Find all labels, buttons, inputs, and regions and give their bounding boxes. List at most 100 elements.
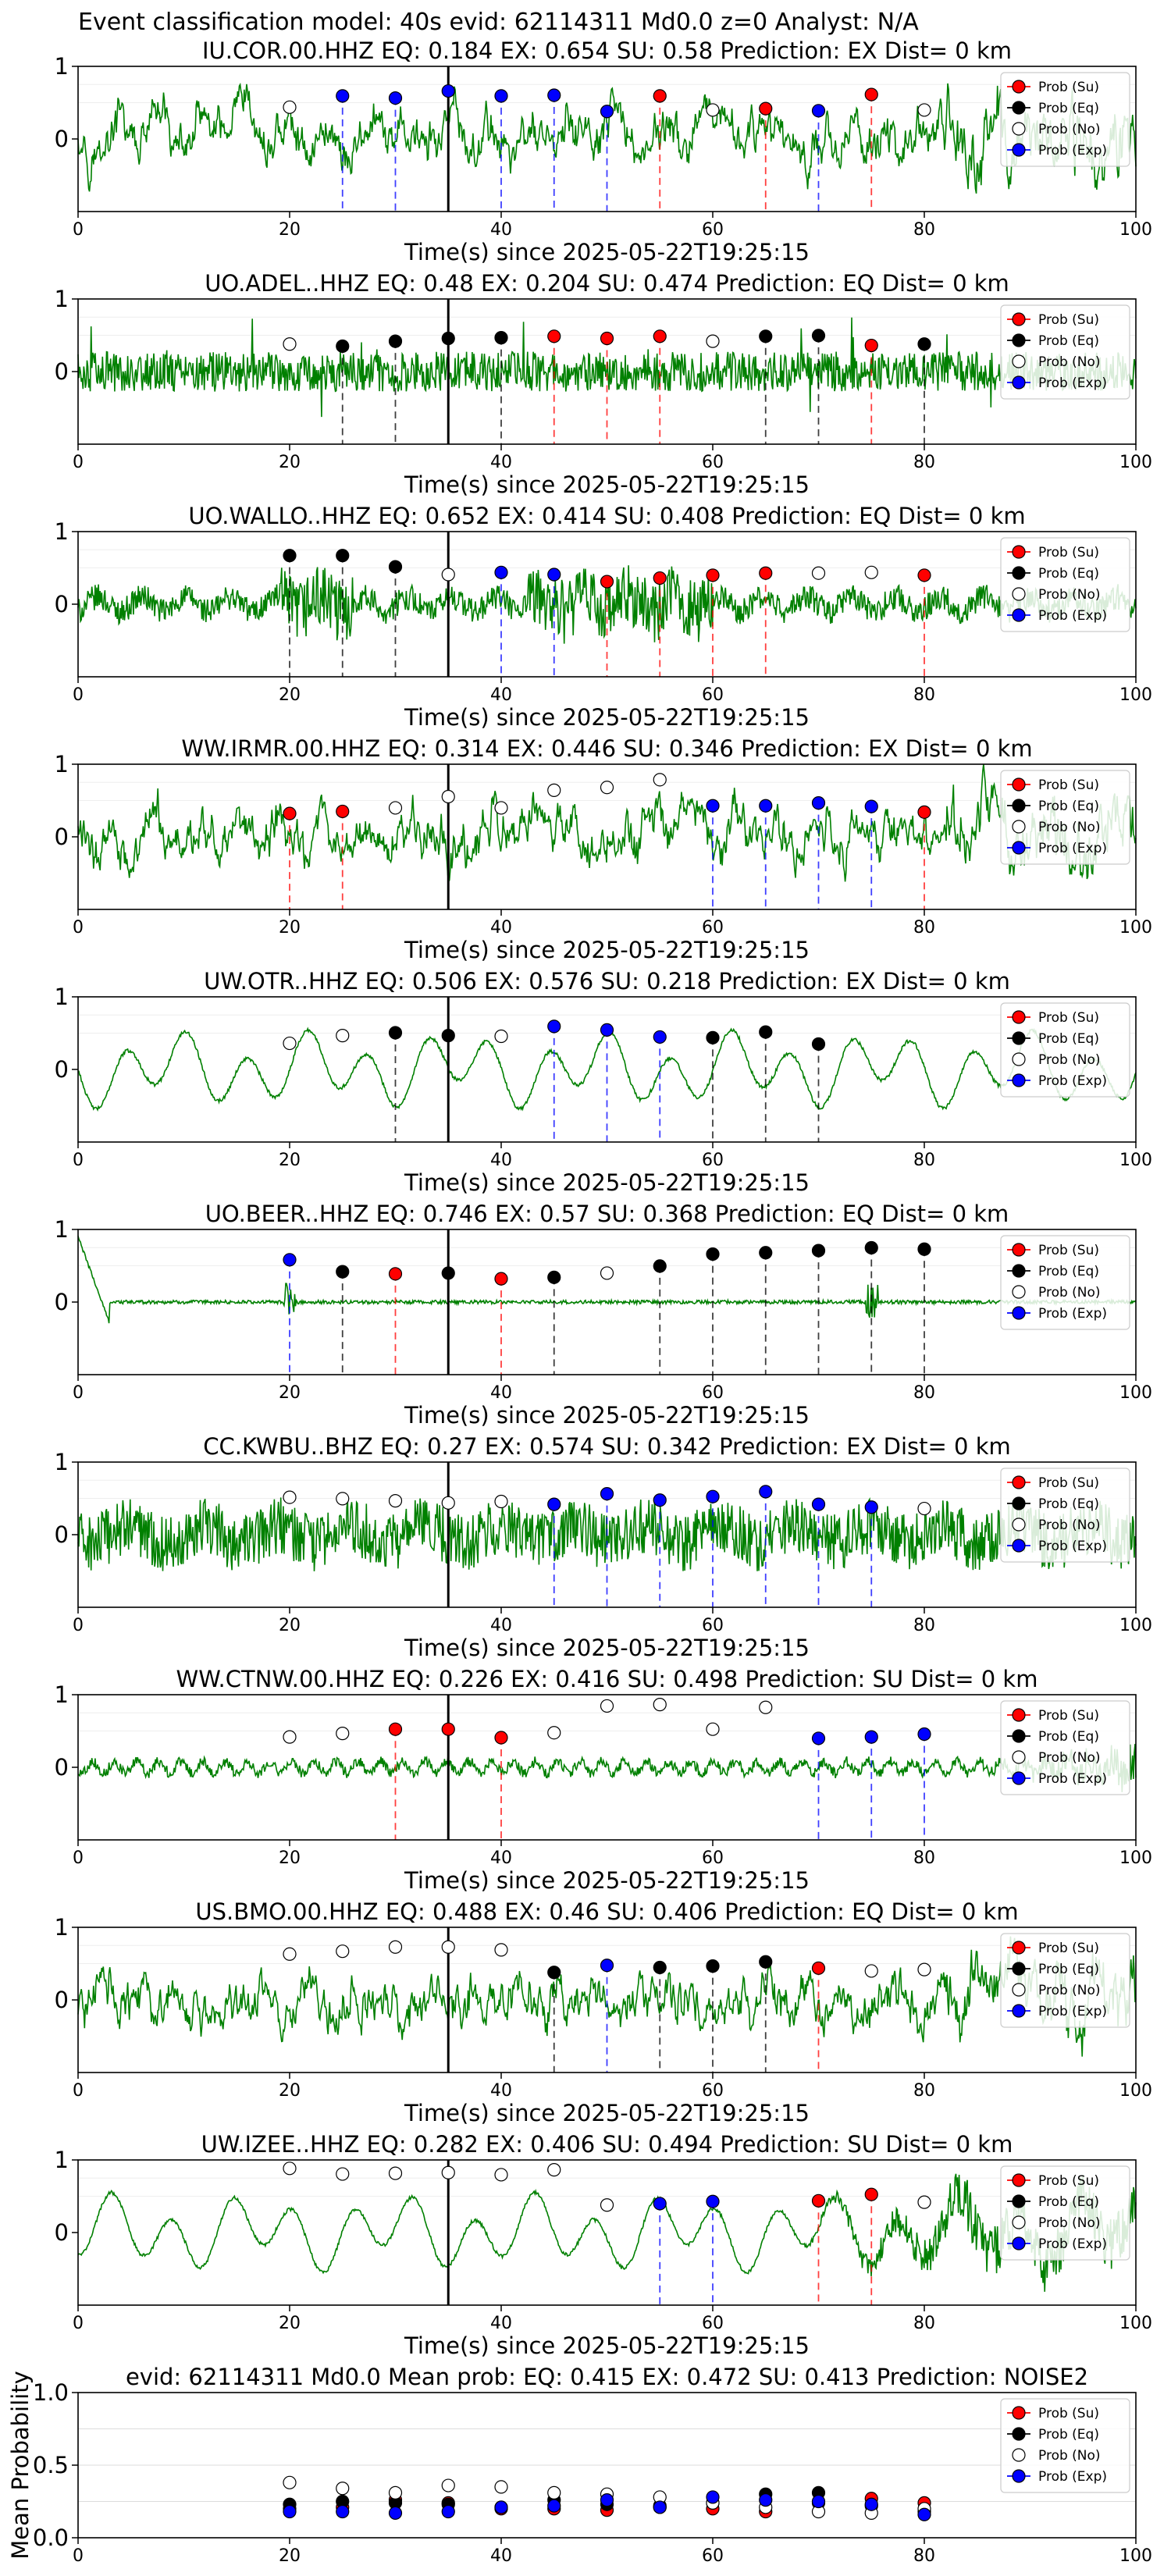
y-tick-label: 0 [55, 1289, 69, 1315]
x-tick-label: 80 [913, 2081, 935, 2101]
x-axis-label: Time(s) since 2025-05-22T19:25:15 [404, 239, 810, 265]
x-tick-label: 60 [702, 2314, 724, 2333]
legend-label-no: Prob (No) [1038, 1285, 1101, 1300]
legend-label-exp: Prob (Exp) [1038, 375, 1107, 391]
point-no [917, 1501, 931, 1516]
legend-label-su: Prob (Su) [1038, 312, 1099, 328]
legend: Prob (Su) Prob (Eq) Prob (No) Prob (Exp) [1000, 72, 1130, 167]
legend: Prob (Su) Prob (Eq) Prob (No) Prob (Exp) [1000, 1468, 1130, 1563]
point-no [283, 1036, 297, 1051]
point-eq [759, 329, 773, 343]
point-eq [388, 1026, 403, 1040]
point-no [441, 1496, 455, 1510]
legend-label-no: Prob (No) [1038, 2448, 1101, 2464]
legend-marker-su [1012, 312, 1026, 326]
point-no [336, 2482, 350, 2496]
x-tick-label: 0 [73, 453, 84, 472]
x-axis-label: Time(s) since 2025-05-22T19:25:15 [404, 2332, 810, 2359]
legend: Prob (Su) Prob (Eq) Prob (No) Prob (Exp) [1000, 2398, 1130, 2493]
legend-label-exp: Prob (Exp) [1038, 1539, 1107, 1554]
point-su [653, 571, 667, 585]
point-no [441, 1940, 455, 1954]
legend-box [1000, 72, 1130, 167]
x-tick-label: 100 [1119, 1848, 1152, 1868]
point-eq [494, 331, 508, 345]
y-tick-label: 0.0 [33, 2524, 69, 2551]
legend-label-eq: Prob (Eq) [1038, 2427, 1099, 2443]
x-tick-label: 100 [1119, 1383, 1152, 1403]
point-no [441, 789, 455, 804]
legend-marker-no [1012, 820, 1026, 834]
legend-label-su: Prob (Su) [1038, 2173, 1099, 2189]
legend-box [1000, 1468, 1130, 1563]
panel-title: evid: 62114311 Md0.0 Mean prob: EQ: 0.41… [126, 2364, 1088, 2390]
point-exp [811, 104, 826, 118]
legend-label-exp: Prob (Exp) [1038, 2236, 1107, 2252]
point-exp [441, 2504, 455, 2519]
legend-label-su: Prob (Su) [1038, 545, 1099, 560]
x-tick-label: 40 [490, 2081, 512, 2101]
point-eq [759, 1025, 773, 1039]
legend-label-eq: Prob (Eq) [1038, 333, 1099, 349]
point-eq [441, 1029, 455, 1043]
point-exp [547, 1019, 561, 1034]
x-tick-label: 60 [702, 453, 724, 472]
legend-marker-su [1012, 545, 1026, 559]
legend: Prob (Su) Prob (Eq) Prob (No) Prob (Exp) [1000, 1235, 1130, 1330]
legend-label-exp: Prob (Exp) [1038, 143, 1107, 158]
legend-label-eq: Prob (Eq) [1038, 2194, 1099, 2210]
x-tick-label: 80 [913, 2314, 935, 2333]
x-tick-label: 100 [1119, 2314, 1152, 2333]
point-exp [864, 799, 878, 813]
point-su [600, 575, 614, 589]
point-no [600, 781, 614, 795]
point-exp [547, 2499, 561, 2513]
point-no [441, 2165, 455, 2179]
point-exp [759, 799, 773, 813]
panel-title: UO.BEER..HHZ EQ: 0.746 EX: 0.57 SU: 0.36… [205, 1201, 1009, 1227]
point-no [864, 1964, 878, 1978]
legend: Prob (Su) Prob (Eq) Prob (No) Prob (Exp) [1000, 1700, 1130, 1795]
point-no [494, 2480, 508, 2494]
legend-marker-eq [1012, 1496, 1026, 1510]
panel-title: UO.ADEL..HHZ EQ: 0.48 EX: 0.204 SU: 0.47… [205, 270, 1009, 297]
x-tick-label: 40 [490, 453, 512, 472]
x-tick-label: 100 [1119, 453, 1152, 472]
x-tick-label: 60 [702, 1383, 724, 1403]
x-tick-label: 60 [702, 685, 724, 705]
legend-marker-no [1012, 1983, 1026, 1997]
legend-marker-eq [1012, 799, 1026, 813]
legend-marker-exp [1012, 1771, 1026, 1785]
legend-label-eq: Prob (Eq) [1038, 101, 1099, 116]
legend-label-no: Prob (No) [1038, 587, 1101, 603]
x-tick-label: 0 [73, 1151, 84, 1170]
panel-title: CC.KWBU..BHZ EQ: 0.27 EX: 0.574 SU: 0.34… [203, 1433, 1010, 1460]
panel-title: IU.COR.00.HHZ EQ: 0.184 EX: 0.654 SU: 0.… [202, 37, 1012, 64]
point-su [864, 2187, 878, 2201]
x-tick-label: 100 [1119, 2546, 1152, 2566]
point-no [283, 1490, 297, 1504]
panel-10: UW.IZEE..HHZ EQ: 0.282 EX: 0.406 SU: 0.4… [55, 2131, 1152, 2359]
legend-box [1000, 537, 1130, 632]
point-exp [600, 105, 614, 119]
point-exp [441, 84, 455, 98]
legend-marker-no [1012, 2215, 1026, 2229]
point-eq [706, 1247, 720, 1261]
legend-label-exp: Prob (Exp) [1038, 2004, 1107, 2019]
y-tick-label: 0 [55, 358, 69, 385]
x-axis-label: Time(s) since 2025-05-22T19:25:15 [404, 704, 810, 731]
legend-label-exp: Prob (Exp) [1038, 1771, 1107, 1787]
x-tick-label: 0 [73, 918, 84, 938]
x-tick-label: 0 [73, 2546, 84, 2566]
legend-label-su: Prob (Su) [1038, 1708, 1099, 1724]
point-no [600, 1266, 614, 1280]
point-eq [759, 1955, 773, 1969]
legend-label-exp: Prob (Exp) [1038, 1306, 1107, 1322]
point-eq [547, 1966, 561, 1980]
point-exp [494, 89, 508, 103]
x-tick-label: 40 [490, 1151, 512, 1170]
point-su [494, 1272, 508, 1286]
point-su [600, 331, 614, 346]
point-su [653, 89, 667, 103]
point-exp [494, 2500, 508, 2514]
